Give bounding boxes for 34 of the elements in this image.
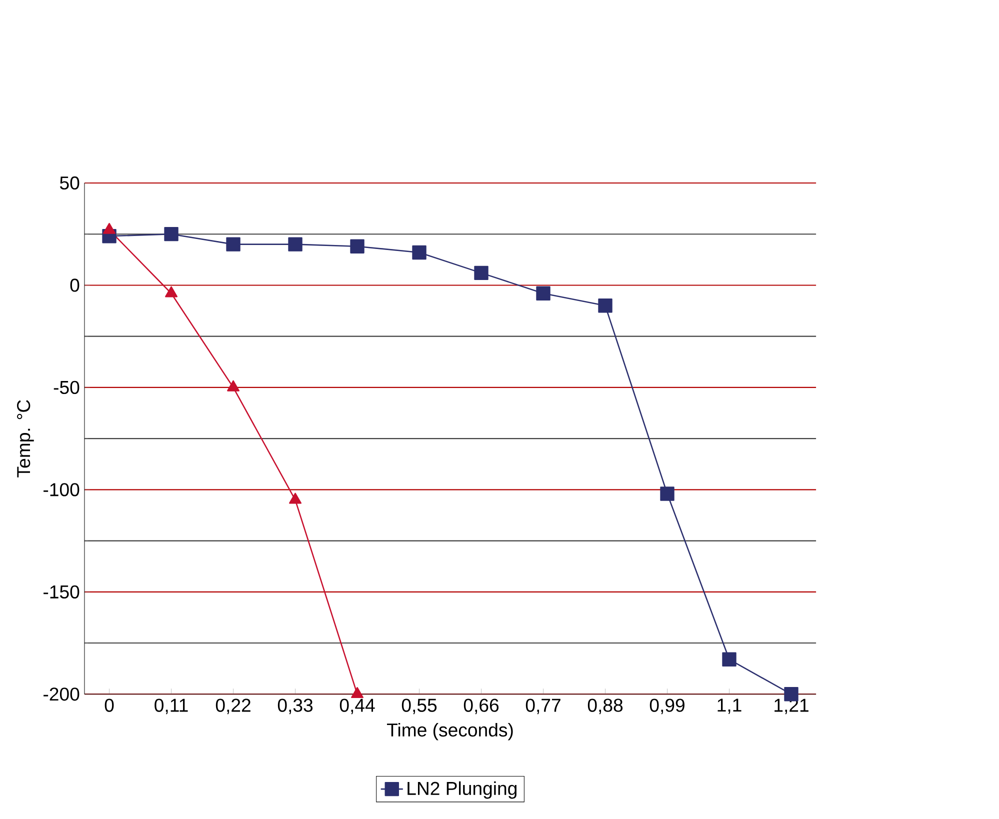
point [412, 245, 426, 260]
point [164, 226, 178, 242]
x-tick-label: 0,11 [154, 698, 188, 714]
point [351, 687, 364, 698]
x-tick-label: 0,22 [216, 698, 250, 714]
point [288, 237, 302, 252]
x-tick-label: 0 [104, 698, 114, 712]
y-tick-label: -50 [54, 380, 80, 394]
y-axis-title: Temp. °C [17, 400, 34, 478]
x-tick-label: 0,44 [340, 698, 375, 714]
point [227, 380, 240, 392]
x-tick-label: 0,55 [402, 698, 437, 714]
y-tick-label: 50 [60, 176, 80, 190]
point [660, 486, 674, 501]
point [226, 237, 240, 252]
x-tick-label: 0,88 [588, 698, 623, 714]
x-tick-label: 0,33 [278, 698, 313, 714]
point [289, 492, 302, 504]
x-tick-label: 1,1 [718, 698, 742, 714]
y-tick-label: -150 [44, 585, 80, 598]
y-tick-label: -200 [44, 688, 80, 701]
point [598, 298, 612, 313]
x-axis-title: Time (seconds) [386, 722, 513, 740]
point [474, 266, 488, 280]
point [722, 652, 736, 666]
x-tick-label: 0,99 [650, 698, 684, 714]
y-tick-label: -100 [44, 483, 80, 496]
point [350, 239, 364, 254]
point [536, 286, 550, 300]
legend-label: LN2 Plunging [408, 781, 516, 799]
point [165, 286, 178, 298]
y-tick-label: 0 [70, 278, 80, 292]
x-tick-label: 0,66 [464, 698, 499, 714]
x-tick-label: 0,77 [526, 698, 560, 714]
